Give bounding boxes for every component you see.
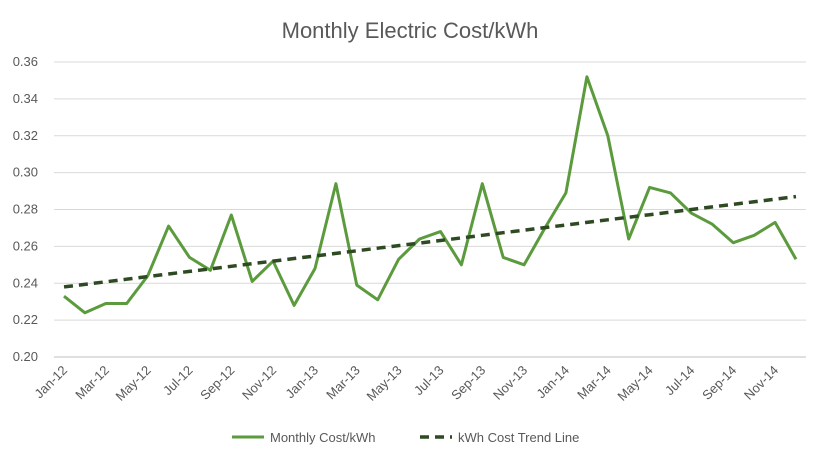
x-tick-label: May-14 xyxy=(614,363,655,404)
series-lines xyxy=(63,75,798,315)
x-tick-label: Sep-13 xyxy=(448,363,488,403)
x-tick-label: Sep-12 xyxy=(197,363,237,403)
x-tick-label: Jul-13 xyxy=(411,363,447,399)
x-tick-label: Jan-14 xyxy=(533,363,572,402)
x-tick-label: Sep-14 xyxy=(699,363,739,403)
y-tick-label: 0.30 xyxy=(13,165,38,180)
x-axis-ticks: Jan-12 Mar-12 May-12 Jul-12 Sep-12 Nov-12 Jan-… xyxy=(31,363,781,404)
y-tick-label: 0.34 xyxy=(13,91,38,106)
y-tick-label: 0.22 xyxy=(13,312,38,327)
x-tick-label: Nov-14 xyxy=(741,363,781,403)
y-tick-label: 0.20 xyxy=(13,349,38,364)
y-tick-label: 0.28 xyxy=(13,202,38,217)
series-line-trend xyxy=(63,194,797,289)
x-tick-label: May-12 xyxy=(113,363,154,404)
gridlines xyxy=(54,61,806,358)
x-tick-label: Jan-13 xyxy=(282,363,321,402)
x-tick-label: May-13 xyxy=(363,363,404,404)
y-tick-label: 0.26 xyxy=(13,238,38,253)
x-tick-label: Jul-12 xyxy=(160,363,196,399)
y-tick-label: 0.36 xyxy=(13,54,38,69)
x-tick-label: Nov-12 xyxy=(239,363,279,403)
chart-title: Monthly Electric Cost/kWh xyxy=(282,18,539,43)
y-tick-label: 0.32 xyxy=(13,128,38,143)
x-tick-label: Mar-12 xyxy=(72,363,112,403)
x-tick-label: Jan-12 xyxy=(31,363,70,402)
legend-label-trend-line: kWh Cost Trend Line xyxy=(458,430,579,445)
x-tick-label: Mar-14 xyxy=(574,363,614,403)
legend: Monthly Cost/kWh kWh Cost Trend Line xyxy=(232,430,579,445)
legend-label-monthly-cost: Monthly Cost/kWh xyxy=(270,430,375,445)
x-tick-label: Jul-14 xyxy=(662,363,698,399)
x-tick-label: Nov-13 xyxy=(490,363,530,403)
y-tick-label: 0.24 xyxy=(13,275,38,290)
x-tick-label: Mar-13 xyxy=(323,363,363,403)
y-axis-ticks: 0.20 0.22 0.24 0.26 0.28 0.30 0.32 0.34 0.36 xyxy=(13,54,38,364)
series-line-monthly-cost xyxy=(63,75,798,315)
